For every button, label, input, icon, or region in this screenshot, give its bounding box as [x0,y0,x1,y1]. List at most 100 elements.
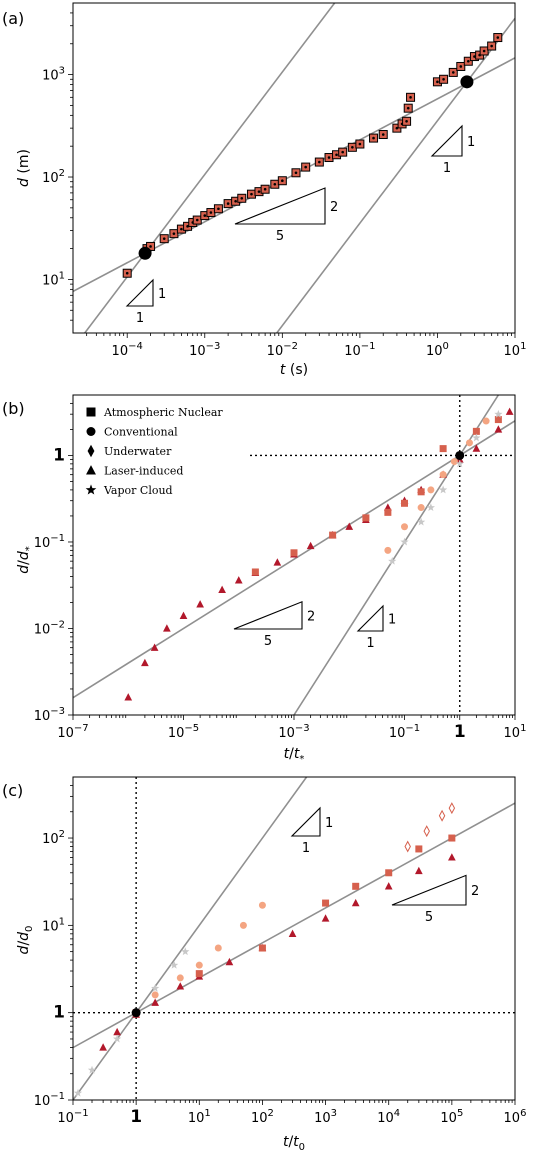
panel-b-point [417,504,425,512]
panel-b-label: (b) [2,399,25,418]
panel-c-point [258,944,266,952]
panel-a-point-center [436,80,439,84]
panel-b-fit-line [293,395,500,715]
panel-b-x-tick-label: 101 [504,723,527,741]
panel-a-frame [72,2,516,334]
panel-c-y-tick-label: 10−1 [34,1091,65,1109]
panel-a-reference-point [138,246,152,260]
panel-c-point [176,974,184,982]
panel-a-xlabel: t (s) [280,362,308,378]
panel-a-slope-triangle-rise-label: 1 [158,287,166,302]
legend-label: Laser-induced [104,465,183,478]
legend-label: Vapor Cloud [103,484,173,497]
panel-c-point [113,1034,122,1043]
panel-c-ylabel: d/d0 [16,926,35,955]
panel-c-point [99,1043,107,1051]
panel-a-slope-triangle-shape [125,278,154,307]
panel-b-x-tick-label: 10−5 [168,723,199,741]
panel-b-point [384,508,392,516]
panel-c-slope-triangle-rise-label: 1 [325,816,333,831]
panel-a-point-center [234,199,237,203]
panel-c-label: (c) [2,781,23,800]
panel-c-y-tick-label: 1 [53,1003,65,1023]
panel-b-point [439,445,447,453]
panel-b-y-tick-label: 10−3 [34,706,65,724]
panel-b-point [179,611,188,619]
panel-a-point-center [473,55,476,58]
panel-a-point-center [490,44,493,48]
panel-c-point [321,914,330,922]
panel-a-point-center [335,153,338,157]
panel-b-slope-triangle: 25 [233,600,315,649]
panel-c-y-tick-label: 102 [42,829,65,847]
panel-b-point [427,486,435,494]
panel-b-point [345,522,354,530]
panel-a-point-center [409,96,412,99]
panel-a-label: (a) [2,9,24,28]
panel-c-point [214,944,222,952]
panel-c-point [438,809,446,822]
panel-a-slope-triangle-shape [234,187,326,225]
panel-a-point-center [341,150,344,154]
panel-a-x-tick-label: 10−4 [112,341,143,359]
legend-label: Atmospheric Nuclear [103,406,223,419]
panel-c-point [351,898,360,907]
panel-b-point [417,488,425,496]
panel-b-point [472,444,481,452]
panel-b-point [417,517,426,526]
panel-c-slope-triangle-shape [290,806,321,837]
panel-c-point [239,921,247,929]
panel-b-point [384,546,392,554]
panel-b-xlabel: t/t* [284,746,305,765]
panel-a-point-center [482,49,486,53]
panel-a-point-center [496,36,500,39]
panel-b-plot-area [73,395,515,715]
panel-a-point-center [281,179,284,183]
panel-a-point-center [209,211,213,214]
panel-a-plot-area [73,3,515,333]
panel-a-point-center [125,271,129,275]
panel-a-y-tick-label: 102 [42,168,65,186]
panel-b-point [196,600,204,608]
panel-a-point-center [351,146,354,149]
panel-c-point [385,869,393,877]
panel-b-point [218,585,226,593]
panel-a-point-center [358,142,362,146]
panel-b-point [306,541,315,550]
panel-a-point-center [217,207,220,211]
panel-c-slope-triangle-shape [391,874,467,906]
panel-b-ylabel: d/d* [16,546,35,574]
panel-b-point [472,433,481,442]
panel-c-plot-area [73,777,515,1100]
panel-b-slope-triangle-rise-label: 1 [388,613,396,628]
legend-marker-square [86,407,96,417]
panel-b-point [400,537,409,546]
panel-b-point [439,471,447,479]
panel-c-y-tick-label: 101 [42,916,65,934]
panel-c-point [448,853,456,861]
panel-a-point-center [406,106,410,110]
panel-a-point-center [203,214,207,217]
panel-b-slope-triangle: 11 [356,604,396,651]
panel-c-point [195,970,203,978]
panel-b-point [494,425,503,433]
panel-c-fit-line [73,802,515,1049]
panel-b-x-tick-label: 1 [454,722,466,742]
panel-b-point [273,558,282,566]
panel-a-point-center [294,171,298,175]
panel-b-point [494,416,502,424]
panel-c-x-tick-label: 10−1 [57,1108,88,1126]
panel-b-point [472,427,480,435]
panel-c-point [176,982,185,990]
panel-c-point [448,834,456,842]
panel-a-y-tick-label: 101 [42,270,65,288]
panel-a-y-tick-label: 103 [42,66,65,84]
panel-a-point-center [186,225,189,228]
panel-a-point-center [149,245,152,248]
panel-c-point [151,984,160,992]
panel-b-point [450,458,458,466]
panel-a-slope-triangle: 25 [234,187,338,244]
